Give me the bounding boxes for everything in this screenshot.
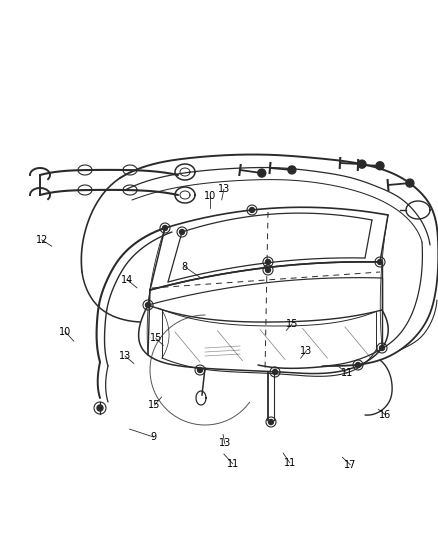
Circle shape — [265, 268, 270, 272]
Text: 12: 12 — [35, 235, 48, 245]
Circle shape — [357, 160, 365, 168]
Text: 8: 8 — [181, 262, 187, 271]
Circle shape — [378, 345, 384, 351]
Circle shape — [287, 166, 295, 174]
Circle shape — [377, 260, 381, 264]
Circle shape — [375, 162, 383, 170]
Circle shape — [257, 169, 265, 177]
Text: 13: 13 — [217, 184, 230, 194]
Text: 15: 15 — [149, 334, 162, 343]
Text: 15: 15 — [148, 400, 160, 410]
Circle shape — [249, 207, 254, 213]
Text: 17: 17 — [343, 460, 356, 470]
Circle shape — [355, 362, 360, 367]
Circle shape — [197, 367, 202, 373]
Circle shape — [405, 179, 413, 187]
Circle shape — [145, 303, 150, 308]
Text: 15: 15 — [285, 319, 297, 329]
Circle shape — [162, 225, 167, 230]
Circle shape — [268, 419, 273, 424]
Text: 13: 13 — [218, 439, 230, 448]
Text: 10: 10 — [203, 191, 215, 201]
Circle shape — [179, 230, 184, 235]
Circle shape — [97, 405, 103, 411]
Text: 10: 10 — [59, 327, 71, 336]
Text: 16: 16 — [378, 410, 391, 419]
Text: 11: 11 — [283, 458, 295, 467]
Text: 13: 13 — [300, 346, 312, 356]
Circle shape — [272, 369, 277, 375]
Text: 13: 13 — [119, 351, 131, 361]
Text: 11: 11 — [340, 368, 352, 378]
Text: 11: 11 — [226, 459, 238, 469]
Circle shape — [265, 260, 270, 264]
Text: 14: 14 — [121, 275, 133, 285]
Text: 9: 9 — [150, 432, 156, 442]
